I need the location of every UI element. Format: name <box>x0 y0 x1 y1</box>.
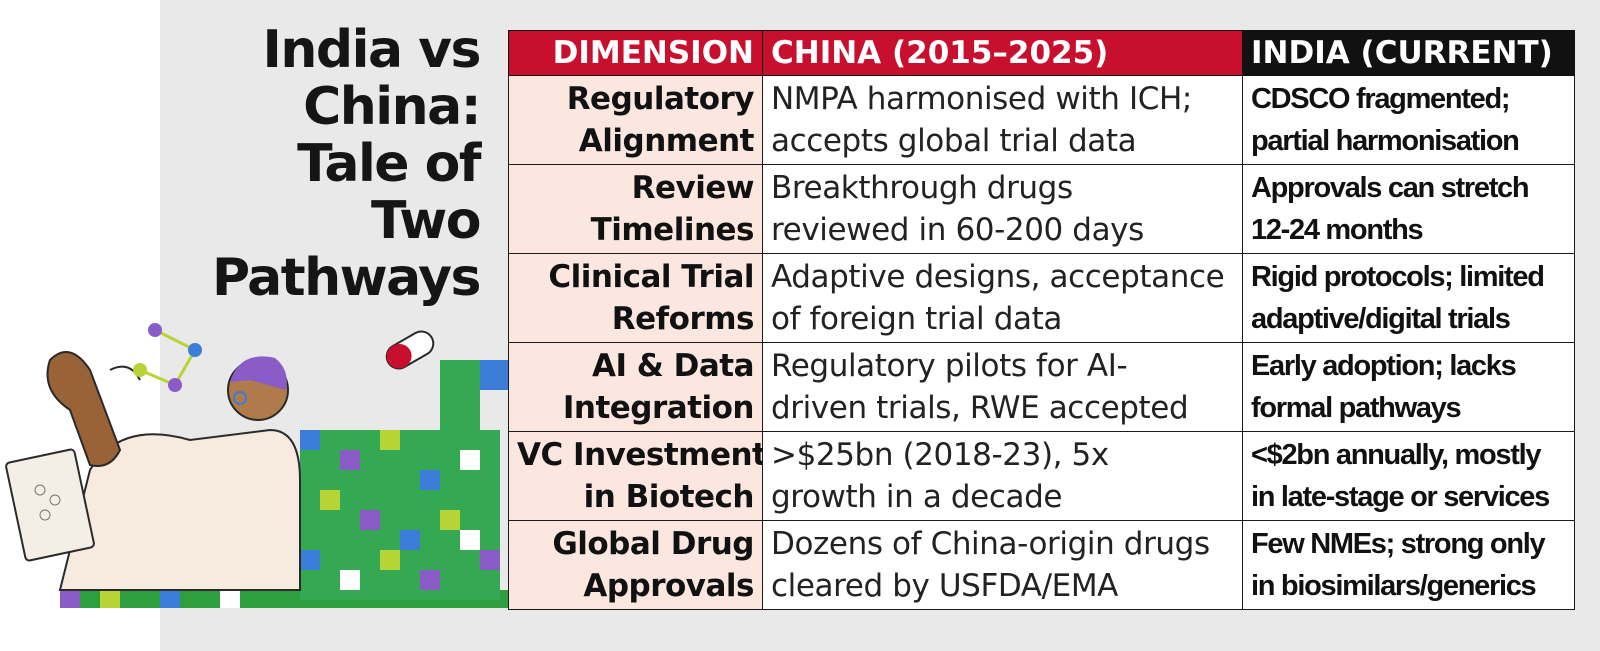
india-cell: Early adoption; lacks formal pathways <box>1242 342 1575 432</box>
india-cell: <$2bn annually, mostly in late-stage or s… <box>1242 431 1575 521</box>
india-cell: Rigid protocols; limited adaptive/digital… <box>1242 253 1575 343</box>
header-china: CHINA (2015–2025) <box>762 30 1243 76</box>
header-india: INDIA (CURRENT) <box>1242 30 1575 76</box>
title-line: China: <box>303 77 481 137</box>
table-row: Global Drug Approvals Dozens of China-ori… <box>508 520 1575 610</box>
china-cell: NMPA harmonised with ICH; accepts global … <box>762 75 1243 165</box>
dimension-cell: VC Investment in Biotech <box>508 431 763 521</box>
china-cell: Dozens of China-origin drugs cleared by U… <box>762 520 1243 610</box>
dimension-cell: Regulatory Alignment <box>508 75 763 165</box>
table-row: Review Timelines Breakthrough drugs review… <box>508 164 1575 254</box>
title-line: Pathways <box>211 248 482 308</box>
table-row: Regulatory Alignment NMPA harmonised with… <box>508 75 1575 165</box>
molecule-icon <box>133 323 202 392</box>
page-title: India vs China: Tale of Two Pathways <box>160 20 482 308</box>
china-cell: Breakthrough drugs reviewed in 60-200 day… <box>762 164 1243 254</box>
table-row: VC Investment in Biotech >$25bn (2018-23)… <box>508 431 1575 521</box>
header-dimension: DIMENSION <box>508 30 763 76</box>
india-cell: Few NMEs; strong only in biosimilars/gene… <box>1242 520 1575 610</box>
dimension-cell: AI & Data Integration <box>508 342 763 432</box>
title-line: India vs <box>262 20 482 80</box>
dimension-cell: Review Timelines <box>508 164 763 254</box>
title-line: Tale of <box>297 134 481 194</box>
dimension-cell: Global Drug Approvals <box>508 520 763 610</box>
table-row: Clinical Trial Reforms Adaptive designs, … <box>508 253 1575 343</box>
capsule-icon <box>385 330 435 370</box>
header-row: DIMENSION CHINA (2015–2025) INDIA (CURRE… <box>508 30 1575 76</box>
comparison-table: DIMENSION CHINA (2015–2025) INDIA (CURRE… <box>508 30 1575 610</box>
scientist-illustration <box>5 323 520 608</box>
china-cell: >$25bn (2018-23), 5x growth in a decade <box>762 431 1243 521</box>
india-cell: CDSCO fragmented; partial harmonisation <box>1242 75 1575 165</box>
title-line: Two <box>370 191 482 251</box>
table-row: AI & Data Integration Regulatory pilots f… <box>508 342 1575 432</box>
india-cell: Approvals can stretch 12-24 months <box>1242 164 1575 254</box>
china-cell: Regulatory pilots for AI-driven trials, … <box>762 342 1243 432</box>
china-cell: Adaptive designs, acceptance of foreign t… <box>762 253 1243 343</box>
dimension-cell: Clinical Trial Reforms <box>508 253 763 343</box>
tile-wall <box>60 360 520 608</box>
